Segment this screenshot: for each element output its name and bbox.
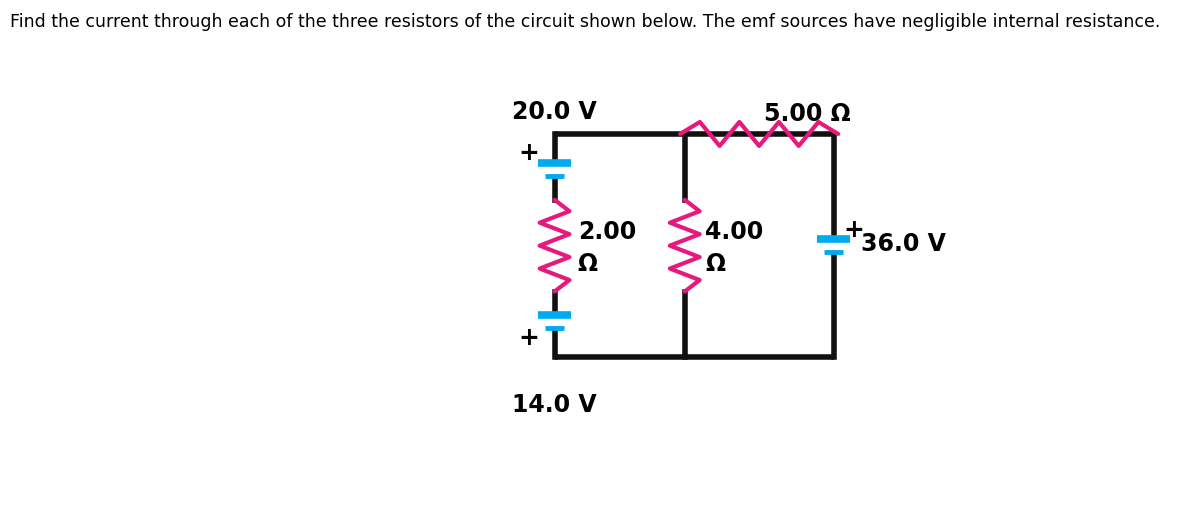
- Text: 4.00: 4.00: [706, 220, 763, 243]
- Text: 36.0 V: 36.0 V: [862, 232, 947, 256]
- Text: +: +: [518, 326, 539, 350]
- Text: +: +: [844, 219, 864, 242]
- Text: Find the current through each of the three resistors of the circuit shown below.: Find the current through each of the thr…: [10, 13, 1160, 31]
- Text: Ω: Ω: [578, 252, 598, 276]
- Text: 2.00: 2.00: [578, 220, 636, 243]
- Text: 5.00 Ω: 5.00 Ω: [764, 102, 851, 126]
- Text: 20.0 V: 20.0 V: [512, 100, 596, 124]
- Text: 14.0 V: 14.0 V: [512, 393, 596, 417]
- Text: Ω: Ω: [706, 252, 725, 276]
- Text: +: +: [518, 141, 539, 165]
